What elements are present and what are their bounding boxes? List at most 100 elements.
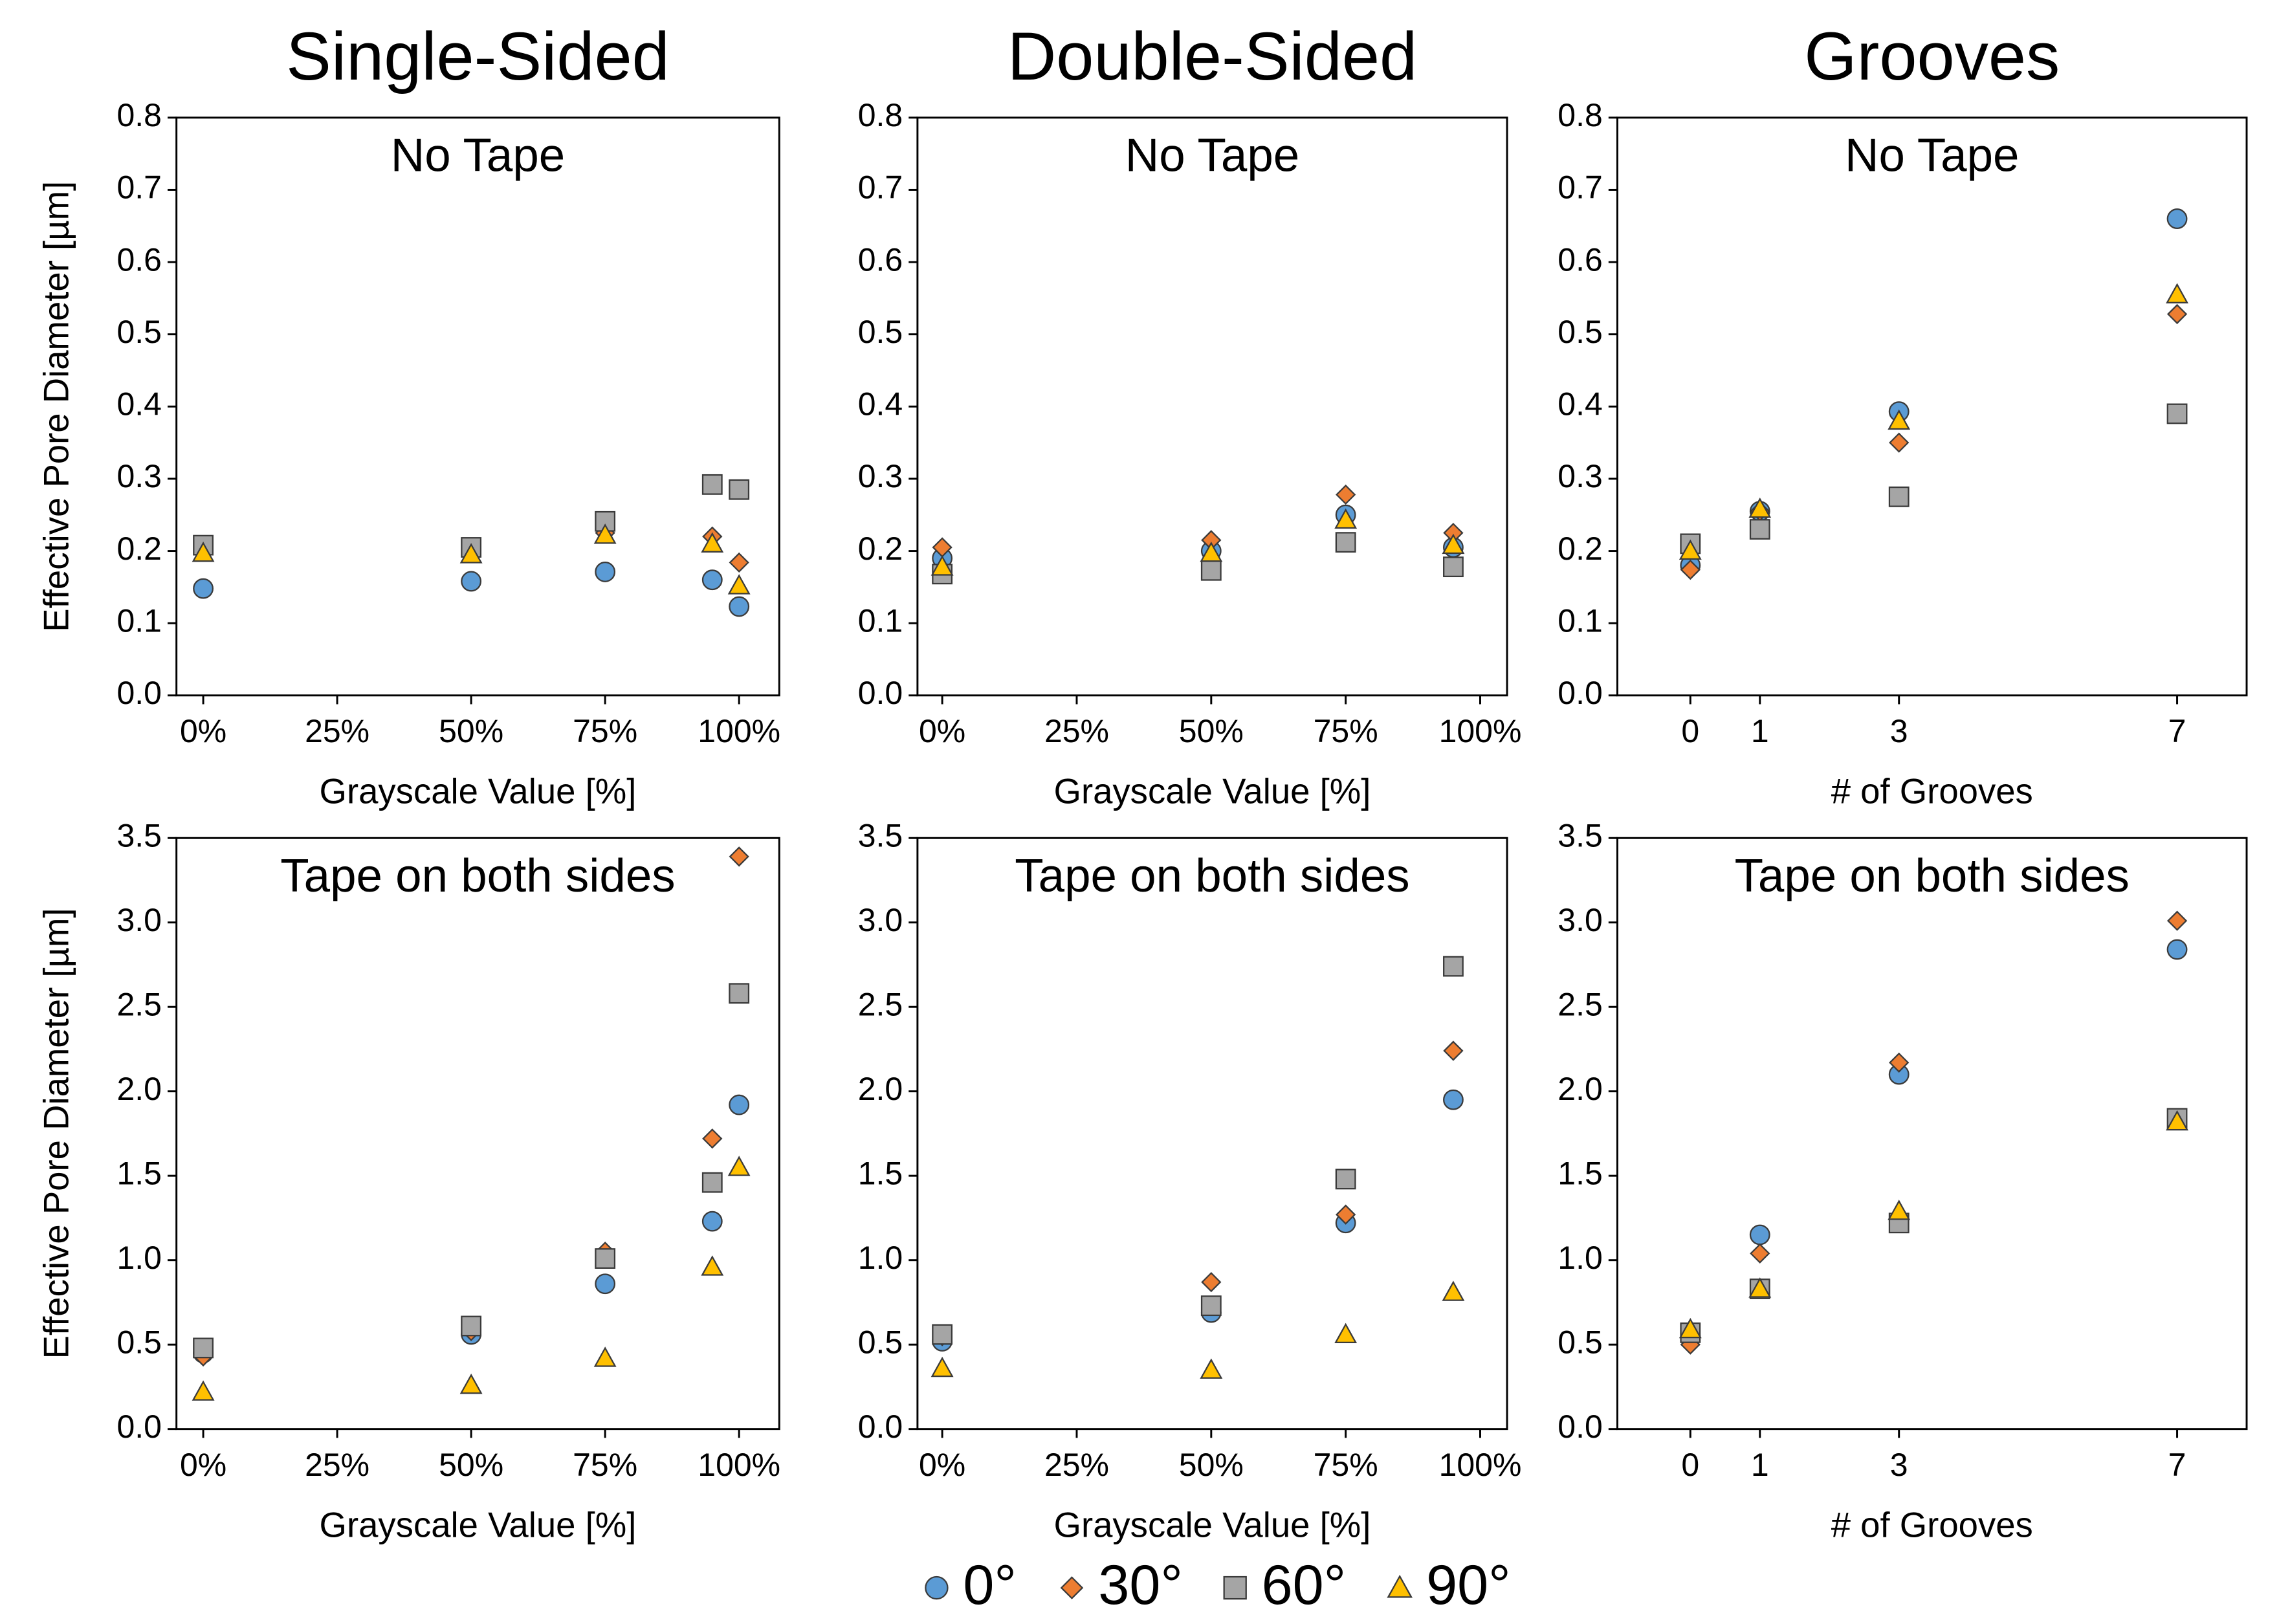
- x-tick-label: 1: [1751, 1447, 1769, 1483]
- y-tick-label: 0.4: [116, 386, 161, 422]
- point: [593, 523, 617, 544]
- legend-label: 0°: [963, 1554, 1017, 1616]
- y-axis-label: Effective Pore Diameter [µm]: [36, 908, 76, 1359]
- point: [729, 479, 750, 500]
- point: [192, 1380, 215, 1401]
- point: [1889, 1052, 1910, 1073]
- y-tick-label: 0.3: [1558, 458, 1602, 494]
- point: [1680, 559, 1701, 580]
- y-tick-label: 0.7: [1558, 170, 1602, 206]
- y-tick-label: 2.0: [1558, 1071, 1602, 1107]
- plot-frame: [916, 837, 1508, 1431]
- point: [701, 569, 723, 591]
- point: [1443, 956, 1464, 977]
- y-tick-label: 0.6: [858, 241, 903, 278]
- point: [1443, 556, 1464, 578]
- x-axis-label: # of Grooves: [1831, 1505, 2033, 1544]
- x-tick-label: 75%: [1314, 1447, 1378, 1483]
- y-tick-label: 0.5: [116, 1324, 161, 1360]
- x-tick-label: 0: [1681, 1447, 1699, 1483]
- x-tick-label: 75%: [1314, 713, 1378, 749]
- point: [1679, 539, 1702, 560]
- x-tick-label: 50%: [439, 713, 503, 749]
- point: [729, 846, 749, 867]
- legend-label: 60°: [1262, 1554, 1347, 1616]
- y-tick-label: 2.5: [858, 986, 903, 1022]
- plot-frame: [175, 116, 780, 697]
- y-tick-label: 0.2: [1558, 531, 1602, 567]
- point: [1336, 1204, 1356, 1225]
- point: [1442, 533, 1465, 554]
- y-tick-label: 0.0: [116, 675, 161, 711]
- point: [1748, 1277, 1772, 1298]
- point: [1750, 1243, 1770, 1264]
- point: [1200, 1358, 1223, 1379]
- legend-label: 30°: [1098, 1554, 1183, 1616]
- point: [1200, 560, 1222, 581]
- point: [1200, 542, 1223, 562]
- x-tick-label: 3: [1890, 1447, 1908, 1483]
- x-tick-label: 0%: [180, 713, 226, 749]
- legend-marker: [1060, 1576, 1084, 1599]
- point: [701, 1255, 724, 1276]
- y-tick-label: 1.0: [116, 1240, 161, 1276]
- point: [1748, 497, 1772, 518]
- y-tick-label: 0.0: [1558, 1409, 1602, 1445]
- y-tick-label: 0.0: [1558, 675, 1602, 711]
- x-tick-label: 75%: [573, 1447, 637, 1483]
- point: [192, 542, 215, 562]
- x-tick-label: 100%: [698, 1447, 780, 1483]
- point: [2166, 910, 2188, 931]
- y-tick-label: 0.2: [858, 531, 903, 567]
- y-tick-label: 3.0: [116, 902, 161, 938]
- point: [727, 1156, 751, 1176]
- y-tick-label: 0.4: [1558, 386, 1602, 422]
- point: [1889, 432, 1910, 453]
- point: [2166, 939, 2188, 960]
- point: [593, 1346, 617, 1367]
- point: [701, 1211, 723, 1232]
- chart-title: Single-Sided: [286, 19, 670, 94]
- point: [2166, 283, 2188, 303]
- y-tick-label: 1.0: [1558, 1240, 1602, 1276]
- plot-frame: [1616, 837, 2248, 1431]
- point: [1334, 1322, 1358, 1344]
- x-axis-label: Grayscale Value [%]: [320, 771, 637, 811]
- point: [1443, 1089, 1464, 1110]
- y-tick-label: 0.8: [116, 97, 161, 133]
- y-tick-label: 0.5: [1558, 314, 1602, 350]
- point: [1749, 519, 1770, 540]
- y-tick-label: 2.0: [116, 1071, 161, 1107]
- y-tick-label: 0.5: [116, 314, 161, 350]
- y-tick-label: 3.5: [116, 817, 161, 853]
- point: [930, 1356, 954, 1377]
- point: [461, 1315, 482, 1337]
- y-tick-label: 3.5: [858, 817, 903, 853]
- point: [459, 543, 483, 564]
- x-tick-label: 0%: [919, 713, 965, 749]
- y-tick-label: 0.8: [858, 97, 903, 133]
- x-tick-label: 3: [1890, 713, 1908, 749]
- point: [2166, 208, 2188, 229]
- y-tick-label: 0.1: [1558, 602, 1602, 639]
- point: [193, 1337, 214, 1359]
- x-tick-label: 7: [2168, 713, 2186, 749]
- plot-frame: [1616, 116, 2248, 697]
- point: [1888, 486, 1910, 507]
- y-tick-label: 0.6: [1558, 241, 1602, 278]
- y-tick-label: 0.8: [1558, 97, 1602, 133]
- y-tick-label: 3.5: [1558, 817, 1602, 853]
- panel-subtitle: No Tape: [391, 129, 565, 182]
- point: [1443, 1040, 1464, 1061]
- panel-subtitle: No Tape: [1845, 129, 2019, 182]
- plot-frame: [916, 116, 1508, 697]
- point: [932, 1324, 953, 1345]
- y-tick-label: 3.0: [858, 902, 903, 938]
- point: [461, 571, 482, 592]
- point: [930, 555, 954, 576]
- point: [1335, 1169, 1356, 1190]
- x-tick-label: 75%: [573, 713, 637, 749]
- chart-title: Double-Sided: [1007, 19, 1417, 94]
